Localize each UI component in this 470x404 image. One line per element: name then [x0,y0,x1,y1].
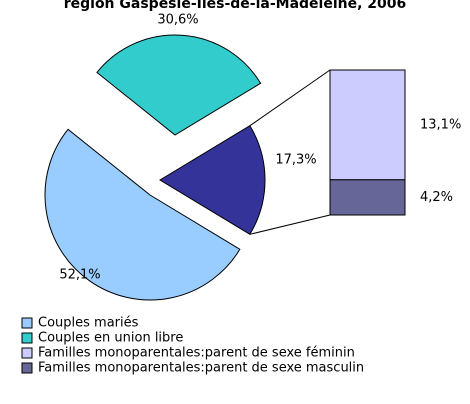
pie-slice [44,128,241,301]
data-label: 52,1% [59,268,100,283]
data-label: 13,1% [420,117,461,132]
legend-label: Familles monoparentales:parent de sexe f… [38,346,355,361]
data-label: 4,2% [420,190,453,205]
legend-label: Familles monoparentales:parent de sexe m… [38,361,364,376]
legend-swatch [21,362,33,374]
chart-title: région Gaspésie-Îles-de-la-Madeleine, 20… [64,0,407,12]
data-label: 30,6% [157,13,198,28]
legend-label: Couples en union libre [38,331,183,346]
pie-slice [96,34,262,136]
legend-swatch [21,332,33,344]
bar-segment [329,179,406,216]
pie-slice [159,125,266,235]
legend-swatch [21,347,33,359]
connector [249,214,331,235]
bar-segment [329,69,406,181]
legend-label: Couples mariés [38,316,139,331]
legend-swatch [21,317,33,329]
data-label: 17,3% [275,153,316,168]
connector [249,69,331,127]
